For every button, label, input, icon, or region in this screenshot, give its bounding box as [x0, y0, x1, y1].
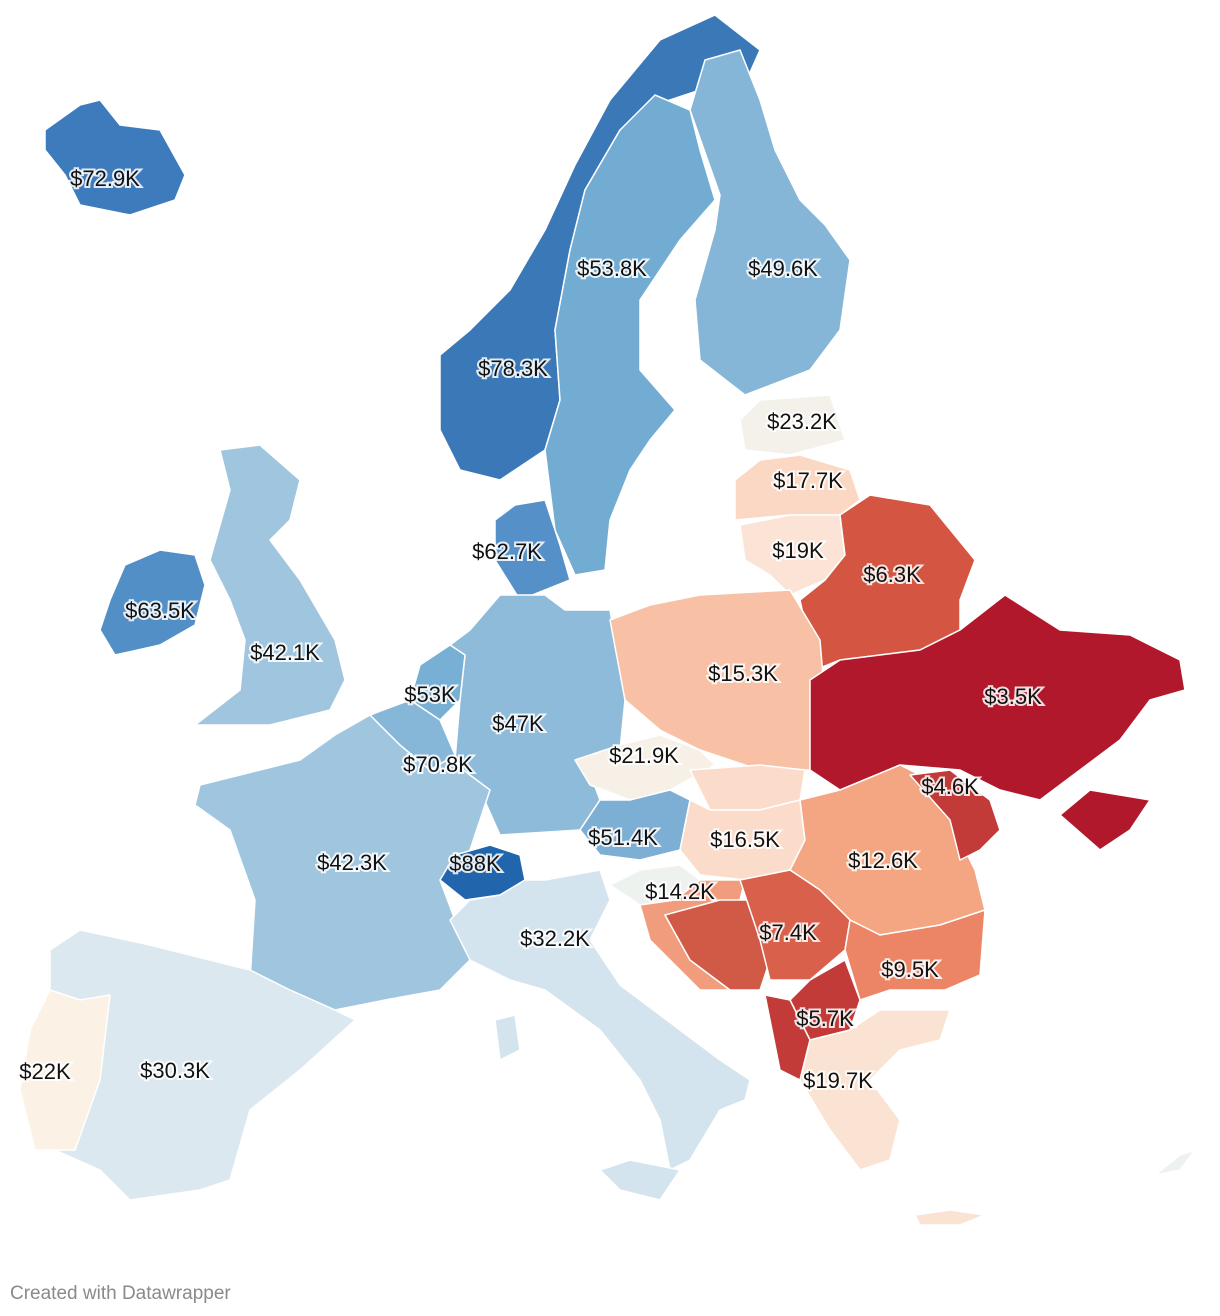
- norway: [439, 14, 761, 481]
- region-label: $19.7K: [803, 1068, 873, 1093]
- labels: $72.9K $78.3K $53.8K $49.6K $23.2K $17.7…: [17, 164, 1044, 1095]
- cyprus: [1154, 1149, 1196, 1176]
- region-label: $72.9K: [70, 166, 140, 191]
- united-kingdom: [194, 444, 346, 726]
- region-label: $23.2K: [767, 409, 837, 434]
- portugal: [19, 989, 111, 1151]
- countries: [19, 14, 1196, 1226]
- region-label: $47K: [492, 711, 544, 736]
- region-label: $17.7K: [773, 468, 843, 493]
- italy: [449, 869, 751, 1171]
- region-label: $78.3K: [478, 356, 548, 381]
- sweden: [544, 94, 716, 576]
- region-label: $7.4K: [759, 920, 817, 945]
- latvia: [734, 454, 861, 521]
- region-label: $63.5K: [125, 598, 195, 623]
- credit: Created with Datawrapper: [10, 1283, 231, 1304]
- moldova: [909, 769, 1001, 861]
- region-label: $12.6K: [848, 848, 918, 873]
- crete: [914, 1209, 986, 1226]
- region-label: $49.6K: [748, 256, 818, 281]
- region-label: $9.5K: [881, 957, 939, 982]
- region-label: $21.9K: [609, 743, 679, 768]
- region-label: $70.8K: [403, 752, 473, 777]
- region-label: $15.3K: [708, 661, 778, 686]
- region-label: $22K: [19, 1059, 71, 1084]
- region-label: $16.5K: [710, 827, 780, 852]
- greece: [799, 1009, 951, 1171]
- region-label: $42.3K: [317, 850, 387, 875]
- sardinia: [494, 1014, 521, 1061]
- region-label: $14.2K: [645, 879, 715, 904]
- region-label: $3.5K: [984, 684, 1042, 709]
- region-label: $19K: [772, 538, 824, 563]
- region-label: $53.8K: [577, 256, 647, 281]
- region-label: $5.7K: [796, 1006, 854, 1031]
- sicily: [599, 1159, 681, 1201]
- iceland: [44, 99, 186, 216]
- bosnia: [664, 899, 771, 991]
- ireland: [99, 549, 206, 656]
- region-label: $88K: [449, 851, 501, 876]
- region-label: $51.4K: [588, 825, 658, 850]
- czechia: [574, 734, 716, 801]
- estonia: [739, 394, 846, 456]
- crimea: [1059, 789, 1151, 851]
- region-label: $4.6K: [921, 774, 979, 799]
- region-label: $6.3K: [863, 562, 921, 587]
- region-label: $30.3K: [140, 1058, 210, 1083]
- region-label: $53K: [404, 682, 456, 707]
- belgium: [369, 699, 456, 771]
- region-label: $42.1K: [250, 640, 320, 665]
- region-label: $62.7K: [472, 539, 542, 564]
- bulgaria: [844, 909, 986, 1001]
- region-label: $32.2K: [520, 926, 590, 951]
- finland: [689, 49, 851, 396]
